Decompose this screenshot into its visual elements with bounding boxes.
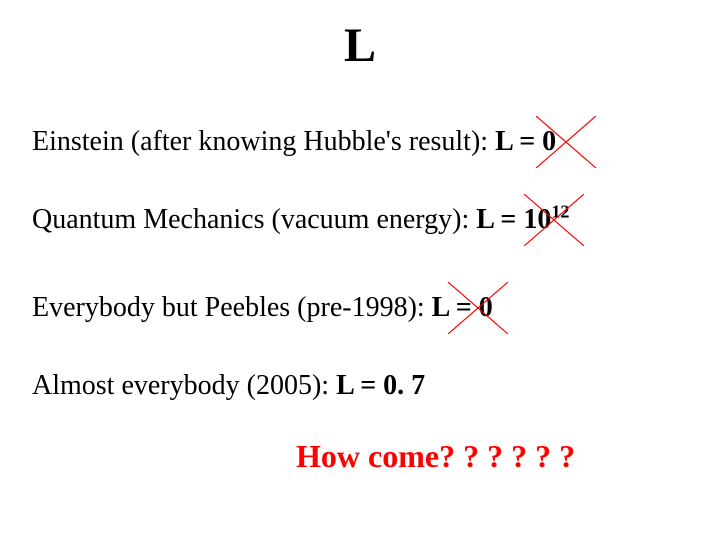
how-come-text: How come? ? ? ? ? ? (296, 438, 575, 475)
line-prefix: Almost everybody (2005): (32, 370, 336, 401)
line-value: L = 0. 7 (336, 370, 425, 401)
title: L (0, 18, 720, 73)
line-prefix: Quantum Mechanics (vacuum energy): (32, 204, 476, 235)
slide: L Einstein (after knowing Hubble's resul… (0, 0, 720, 540)
line-value: L = 0 (432, 292, 493, 323)
line-prefix: Everybody but Peebles (pre-1998): (32, 292, 432, 323)
line-peebles: Everybody but Peebles (pre-1998): L = 0 (32, 292, 493, 324)
line-einstein: Einstein (after knowing Hubble's result)… (32, 126, 556, 158)
line-qm: Quantum Mechanics (vacuum energy): L = 1… (32, 204, 570, 236)
line-prefix: Einstein (after knowing Hubble's result)… (32, 126, 495, 157)
line-value: L = 0 (495, 126, 556, 157)
line-superscript: 12 (551, 202, 569, 222)
line-value: L = 10 (476, 204, 551, 235)
line-2005: Almost everybody (2005): L = 0. 7 (32, 370, 425, 402)
